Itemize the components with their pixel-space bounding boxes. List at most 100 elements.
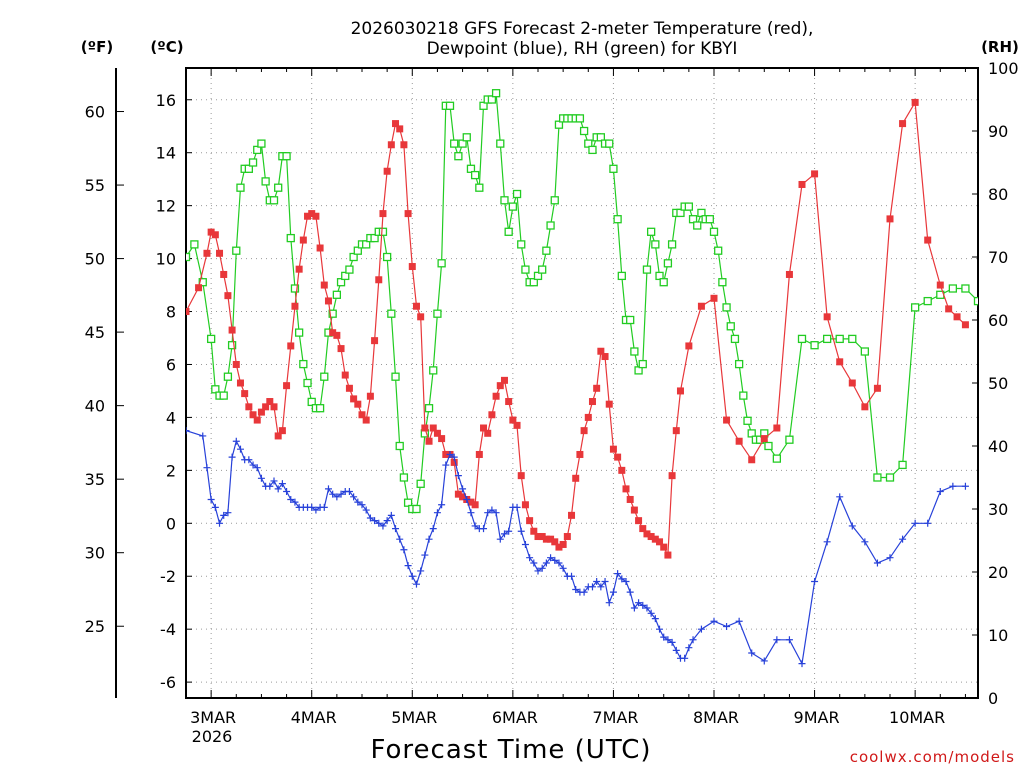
rh-point [219,391,228,400]
dewpoint-point [350,493,358,501]
rh-point [730,334,740,344]
temperature-point [584,413,592,421]
rh-tick-label: 50 [988,374,1008,393]
temperature-point [316,244,324,252]
time-tick-label: 8MAR [693,708,739,727]
dewpoint-point [484,509,492,517]
temperature-point [245,403,253,411]
temperature-point [396,125,404,133]
dewpoint-point [685,644,693,652]
temperature-point [551,538,559,546]
dewpoint-point [383,517,391,525]
dewpoint-point [936,488,944,496]
rh-point [395,441,404,451]
rh-point [294,328,304,337]
rh-point [667,240,677,249]
rh-point [554,120,564,129]
rh-point [835,334,844,344]
temperature-point [660,543,668,551]
rh-point [655,271,664,281]
dewpoint-point [672,646,680,654]
temperature-point [735,437,743,445]
rh-point [303,378,312,388]
dewpoint-point [681,654,689,662]
dewpoint-point [873,559,881,567]
dewpoint-point [635,599,643,607]
temperature-point [375,276,383,284]
temperature-point [559,540,567,548]
dewpoint-point [459,485,467,493]
rh-point [282,152,291,161]
rh-point [663,259,673,268]
temperature-point [605,400,613,408]
temperature-point [366,392,374,400]
temperature-point [392,120,400,128]
rh-axis: 0 10 20 30 40 50 60 70 80 90 100 [972,59,1019,708]
rh-point [638,359,647,369]
temperature-point [320,281,328,289]
dewpoint-point [392,525,400,533]
dewpoint-point [593,578,601,586]
dewpoint-point [622,578,630,586]
dewpoint-point [668,638,676,646]
dewpoint-point [396,535,404,543]
dewpoint-point [375,519,383,527]
dewpoint-point [760,657,768,665]
celsius-tick-label: 16 [156,91,176,110]
temperature-point [785,270,793,278]
dewpoint-point [597,583,605,591]
time-tick-label: 3MAR [190,708,236,727]
time-tick-label: 10MAR [889,708,945,727]
dewpoint-point [639,601,647,609]
rh-point [747,429,756,438]
temperature-point [333,331,341,339]
rh-point [500,196,509,205]
rh-point [299,359,308,369]
temperature-point [911,98,919,106]
rh-point [198,278,207,287]
temperature-point [597,347,605,355]
rh-point [542,246,551,255]
temperature-point [505,398,513,406]
rh-point [190,240,199,249]
rh-point [693,221,702,230]
rh-point [470,170,480,180]
temperature-point [433,429,441,437]
temperature-point [656,538,664,546]
series-dewpoint [186,427,969,668]
temperature-point [945,305,953,313]
temperature-point [421,424,429,432]
rh-point [873,473,882,482]
rh-point [772,454,782,463]
rh-point [617,271,626,281]
dewpoint-point [500,530,508,538]
temperature-point [635,517,643,525]
dewpoint-point [266,482,274,490]
temperature-point [358,411,366,419]
rh-tick-label: 60 [988,311,1008,330]
rh-point [609,164,618,173]
rh-point [433,309,442,318]
rh-point [286,233,295,243]
rh-point [512,189,522,199]
temperature-point [211,231,219,239]
temperature-point [308,210,316,218]
dewpoint-point [228,453,236,461]
rh-point [822,334,832,344]
rh-point [697,208,706,218]
dewpoint-point [689,636,697,644]
dewpoint-point [949,482,957,490]
dewpoint-point [823,538,831,546]
dewpoint-point [333,493,341,501]
fahrenheit-tick-label: 40 [85,397,105,416]
dewpoint-point [605,599,613,607]
temperature-point [609,445,617,453]
temperature-point [454,490,462,498]
temperature-point [262,403,270,411]
rh-point [743,416,752,425]
fahrenheit-tick-label: 55 [85,176,105,195]
dewpoint-point [270,477,278,485]
dewpoint-point [785,636,793,644]
temperature-point [207,228,215,236]
dewpoint-point [542,559,550,567]
